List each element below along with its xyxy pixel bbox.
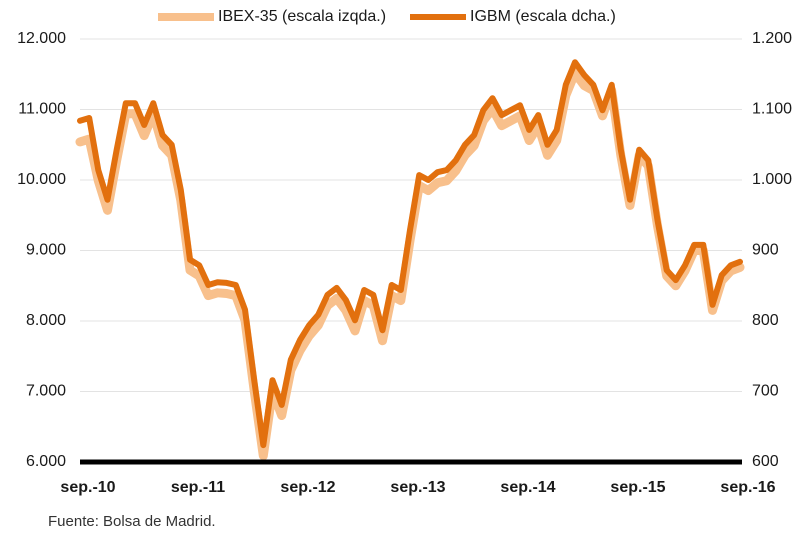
x-tick-label: sep.-14: [500, 479, 555, 496]
y-tick-label: 9.000: [26, 242, 66, 259]
y-tick-label: 10.000: [17, 171, 66, 188]
y-tick-label: 8.000: [26, 312, 66, 329]
y2-tick-label: 800: [752, 312, 779, 329]
y2-tick-label: 900: [752, 242, 779, 259]
x-tick-label: sep.-12: [280, 479, 335, 496]
x-tick-label: sep.-10: [60, 479, 115, 496]
y-tick-label: 7.000: [26, 383, 66, 400]
y2-tick-label: 1.100: [752, 101, 792, 118]
y-tick-label: 12.000: [17, 30, 66, 47]
y-tick-label: 11.000: [18, 101, 66, 118]
y2-tick-label: 700: [752, 383, 779, 400]
y2-tick-label: 1.200: [752, 30, 792, 47]
line-series: [77, 59, 743, 449]
x-tick-label: sep.-15: [610, 479, 665, 496]
y-tick-label: 6.000: [26, 453, 66, 470]
legend-label: IBEX-35 (escala izqda.): [218, 8, 386, 25]
x-tick-label: sep.-16: [720, 479, 775, 496]
x-tick-label: sep.-11: [171, 479, 225, 496]
y2-tick-label: 600: [752, 453, 779, 470]
source-note: Fuente: Bolsa de Madrid.: [48, 513, 216, 530]
line-series: [75, 68, 745, 461]
x-tick-label: sep.-13: [390, 479, 445, 496]
y2-tick-label: 1.000: [752, 171, 792, 188]
legend-label: IGBM (escala dcha.): [470, 8, 616, 25]
